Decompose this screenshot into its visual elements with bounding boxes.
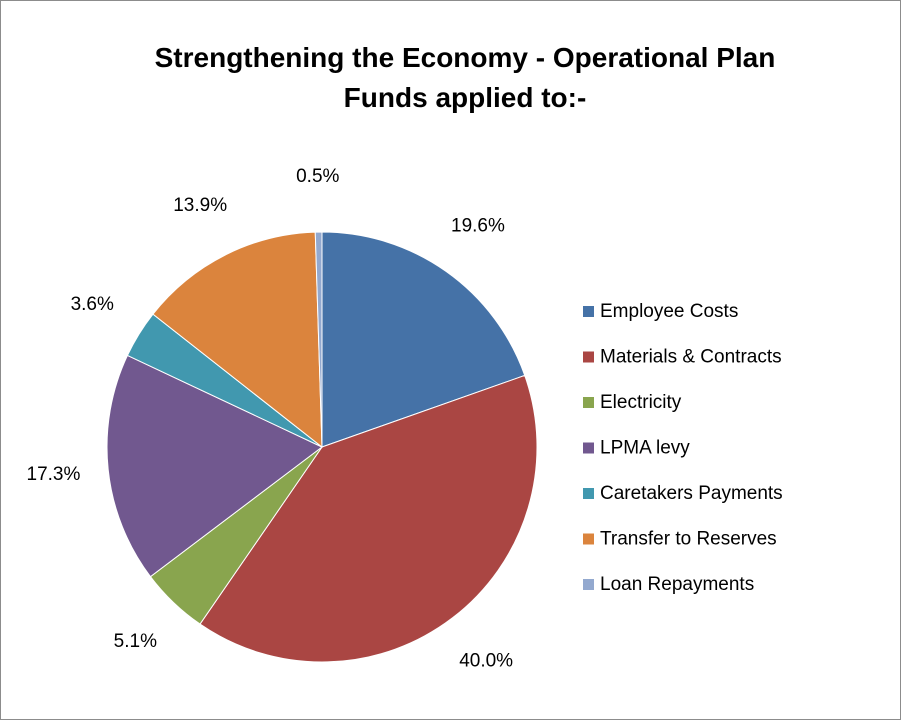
- chart-title-block: Strengthening the Economy - Operational …: [130, 38, 800, 118]
- legend-swatch: [583, 306, 594, 317]
- legend-swatch: [583, 442, 594, 454]
- legend-swatch: [583, 397, 594, 408]
- legend-label: Electricity: [600, 392, 682, 413]
- pie-slice: [314, 231, 323, 448]
- legend-label: Transfer to Reserves: [600, 529, 777, 550]
- legend-label: Caretakers Payments: [600, 483, 783, 504]
- legend-swatch: [583, 533, 594, 545]
- pie-slice: [199, 374, 538, 663]
- legend-swatch: [583, 488, 594, 499]
- data-label: 3.6%: [71, 294, 114, 315]
- legend-swatch: [583, 351, 594, 363]
- pie-slice: [106, 354, 323, 578]
- data-label: 40.0%: [459, 650, 513, 671]
- legend-label: Materials & Contracts: [600, 347, 782, 368]
- data-label: 13.9%: [173, 195, 227, 216]
- pie-slice: [152, 231, 323, 449]
- data-label: 19.6%: [451, 216, 505, 237]
- legend-swatch: [583, 579, 594, 590]
- data-label: 0.5%: [296, 166, 339, 187]
- legend-label: Loan Repayments: [600, 574, 754, 595]
- data-label: 17.3%: [27, 464, 81, 485]
- legend-label: Employee Costs: [600, 301, 738, 322]
- data-label: 5.1%: [114, 631, 157, 652]
- chart-subtitle: Funds applied to:-: [343, 82, 587, 113]
- legend-label: LPMA levy: [600, 438, 690, 459]
- chart-title: Strengthening the Economy - Operational …: [154, 42, 776, 73]
